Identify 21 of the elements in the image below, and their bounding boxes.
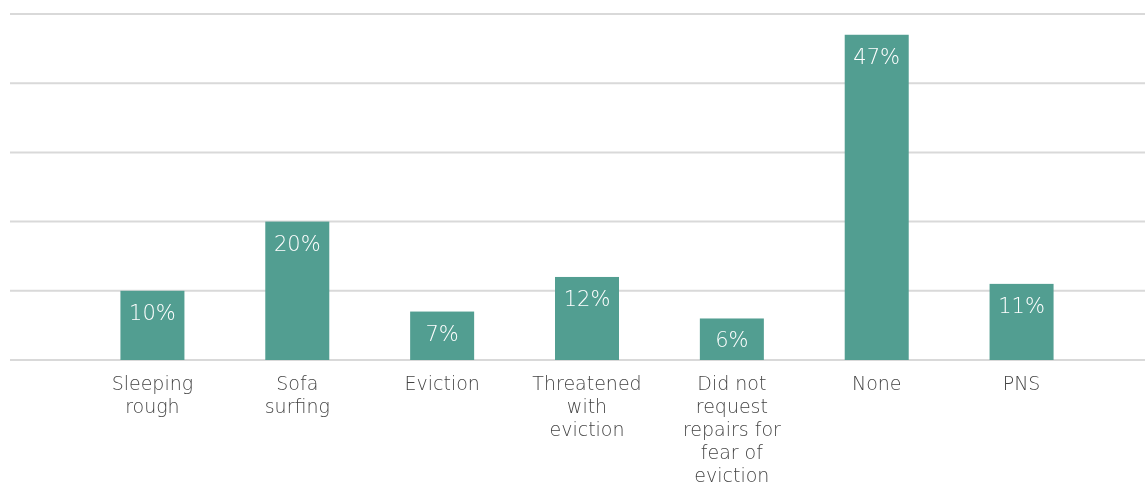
data-label: 11%	[998, 293, 1045, 318]
x-tick-label: None	[851, 372, 902, 394]
bar	[844, 34, 909, 360]
x-tick-label: Did not request repairs for fear of eviction	[682, 372, 782, 486]
data-label: 10%	[129, 300, 176, 325]
data-label: 47%	[853, 44, 901, 69]
bar	[265, 221, 330, 360]
data-label: 6%	[715, 328, 749, 353]
bar	[989, 283, 1054, 360]
x-tick-label: PNS	[1002, 372, 1041, 394]
x-tick-label: Threatened with eviction	[532, 372, 642, 440]
data-label: 7%	[425, 321, 459, 346]
bar	[555, 276, 619, 360]
data-label: 12%	[563, 286, 611, 311]
bar	[410, 311, 475, 360]
x-tick-label: Eviction	[404, 372, 480, 394]
data-label: 20%	[273, 231, 321, 256]
x-tick-label: Sofa surfing	[264, 372, 330, 417]
bar	[699, 318, 764, 360]
x-tick-label: Sleeping rough	[111, 372, 194, 417]
bar	[120, 290, 185, 360]
